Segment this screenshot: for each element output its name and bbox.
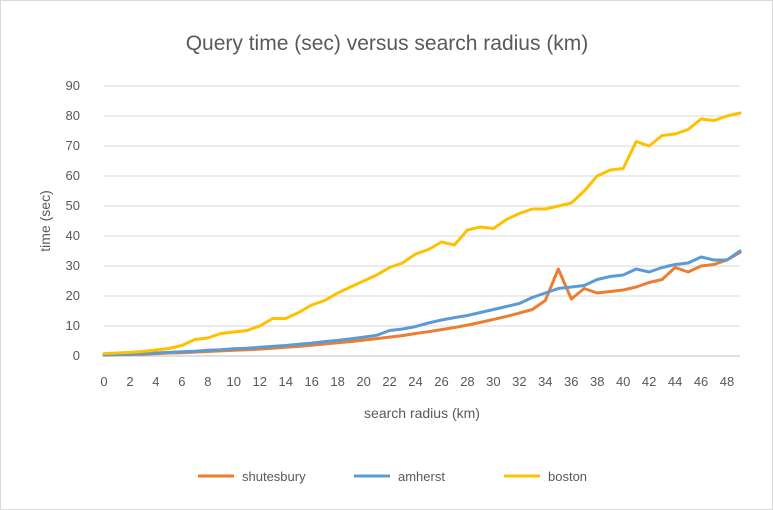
x-tick-label: 28 xyxy=(460,374,474,389)
x-tick-label: 48 xyxy=(720,374,734,389)
y-tick-label: 0 xyxy=(73,348,80,363)
x-tick-label: 38 xyxy=(590,374,604,389)
x-tick-label: 24 xyxy=(408,374,422,389)
series-line-amherst xyxy=(102,249,742,357)
x-tick-label: 30 xyxy=(486,374,500,389)
x-tick-label: 20 xyxy=(356,374,370,389)
x-tick-label: 16 xyxy=(304,374,318,389)
y-tick-label: 40 xyxy=(66,228,80,243)
x-tick-label: 44 xyxy=(668,374,682,389)
series-lines xyxy=(102,111,742,357)
y-tick-label: 80 xyxy=(66,108,80,123)
x-tick-label: 14 xyxy=(278,374,292,389)
y-tick-label: 90 xyxy=(66,78,80,93)
x-tick-label: 22 xyxy=(382,374,396,389)
x-tick-label: 34 xyxy=(538,374,552,389)
y-axis-label: time (sec) xyxy=(37,190,53,251)
y-tick-label: 10 xyxy=(66,318,80,333)
chart-title: Query time (sec) versus search radius (k… xyxy=(186,32,589,55)
y-tick-label: 30 xyxy=(66,258,80,273)
x-tick-label: 2 xyxy=(126,374,133,389)
x-tick-label: 42 xyxy=(642,374,656,389)
x-axis-ticks: 0 2 4 6 8 10 12 14 16 18 20 22 24 26 28 30 32 34 36 38 40 42 4… xyxy=(100,374,734,389)
y-tick-label: 70 xyxy=(66,138,80,153)
x-tick-label: 40 xyxy=(616,374,630,389)
x-tick-label: 12 xyxy=(253,374,267,389)
series-line-boston xyxy=(102,111,742,356)
x-tick-label: 32 xyxy=(512,374,526,389)
legend-label-amherst: amherst xyxy=(398,469,445,484)
legend-label-shutesbury: shutesbury xyxy=(242,469,306,484)
x-axis-label: search radius (km) xyxy=(364,405,480,421)
y-tick-label: 20 xyxy=(66,288,80,303)
x-tick-label: 6 xyxy=(178,374,185,389)
x-tick-label: 46 xyxy=(694,374,708,389)
y-tick-label: 60 xyxy=(66,168,80,183)
x-tick-label: 10 xyxy=(227,374,241,389)
x-tick-label: 26 xyxy=(434,374,448,389)
legend: shutesbury amherst boston xyxy=(198,469,587,484)
x-tick-label: 36 xyxy=(564,374,578,389)
x-tick-label: 8 xyxy=(204,374,211,389)
y-axis-ticks: 0 10 20 30 40 50 60 70 80 90 xyxy=(66,78,80,363)
y-tick-label: 50 xyxy=(66,198,80,213)
x-tick-label: 0 xyxy=(100,374,107,389)
x-tick-label: 4 xyxy=(152,374,159,389)
gridlines xyxy=(104,85,740,357)
legend-label-boston: boston xyxy=(548,469,587,484)
x-tick-label: 18 xyxy=(330,374,344,389)
